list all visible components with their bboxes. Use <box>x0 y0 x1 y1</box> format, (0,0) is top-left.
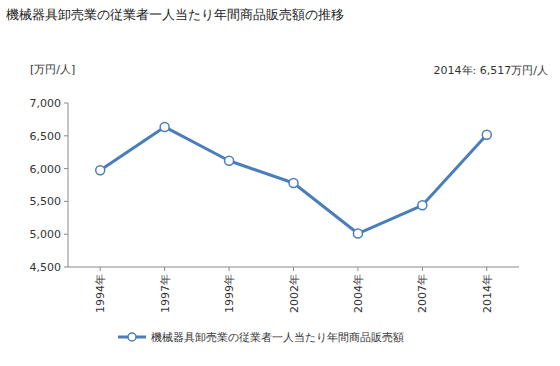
y-tick-label: 4,500 <box>30 261 62 274</box>
y-tick <box>64 234 68 235</box>
annotation: 2014年: 6,517万円/人 <box>434 64 548 77</box>
x-tick-label: 2002年 <box>288 274 301 313</box>
x-tick <box>229 267 230 271</box>
y-tick <box>64 168 68 169</box>
data-point <box>289 179 298 188</box>
x-tick <box>293 267 294 271</box>
title: 機械器具卸売業の従業者一人当たり年間商品販売額の推移 <box>6 7 344 22</box>
data-point <box>353 229 362 238</box>
y-tick-label: 5,500 <box>30 195 62 208</box>
x-tick-label: 2004年 <box>352 274 365 313</box>
y-tick-label: 7,000 <box>30 97 62 110</box>
x-tick <box>357 267 358 271</box>
data-point <box>225 156 234 165</box>
x-tick-label: 2007年 <box>416 274 429 313</box>
y-tick-label: 6,500 <box>30 130 62 143</box>
y-tick-label: 6,000 <box>30 163 62 176</box>
data-point <box>482 130 491 139</box>
series-line <box>100 127 487 234</box>
x-tick <box>164 267 165 271</box>
legend-marker <box>128 333 136 341</box>
y-label: [万円/人] <box>30 63 75 76</box>
x-tick <box>486 267 487 271</box>
y-tick <box>64 103 68 104</box>
x-tick <box>422 267 423 271</box>
plot-area <box>96 122 492 238</box>
x-tick-label: 1999年 <box>223 274 236 313</box>
data-point <box>160 122 169 131</box>
y-axis <box>68 103 69 267</box>
data-point <box>418 201 427 210</box>
x-tick <box>100 267 101 271</box>
y-tick-label: 5,000 <box>30 228 62 241</box>
data-point <box>96 166 105 175</box>
x-tick-label: 2014年 <box>481 274 494 313</box>
x-tick-label: 1997年 <box>159 274 172 313</box>
y-tick <box>64 135 68 136</box>
x-tick-label: 1994年 <box>94 274 107 313</box>
y-tick <box>64 267 68 268</box>
legend-label: 機械器具卸売業の従業者一人当たり年間商品販売額 <box>151 331 404 344</box>
y-tick <box>64 201 68 202</box>
